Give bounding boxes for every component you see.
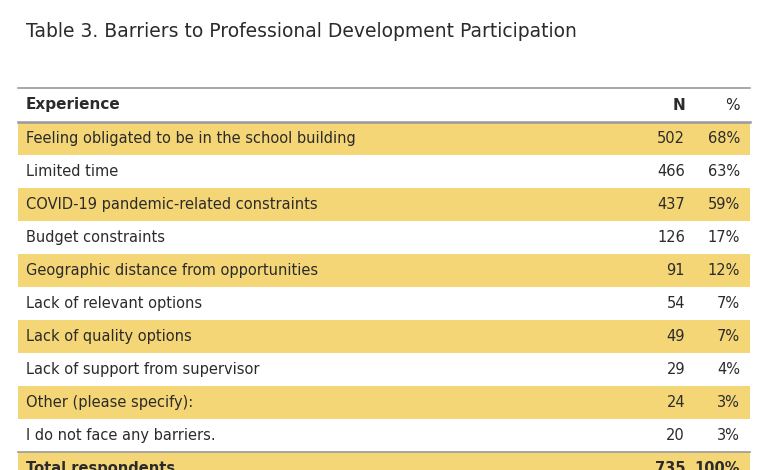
Bar — [18, 155, 750, 188]
Text: 502: 502 — [657, 131, 685, 146]
Text: 126: 126 — [657, 230, 685, 245]
Text: 20: 20 — [667, 428, 685, 443]
Text: Other (please specify):: Other (please specify): — [26, 395, 194, 410]
Text: 735: 735 — [654, 461, 685, 470]
Text: Geographic distance from opportunities: Geographic distance from opportunities — [26, 263, 318, 278]
Text: 3%: 3% — [717, 428, 740, 443]
Bar — [18, 452, 750, 470]
Text: I do not face any barriers.: I do not face any barriers. — [26, 428, 216, 443]
Text: Feeling obligated to be in the school building: Feeling obligated to be in the school bu… — [26, 131, 356, 146]
Bar — [18, 254, 750, 287]
Text: Total respondents: Total respondents — [26, 461, 175, 470]
Bar — [18, 386, 750, 419]
Bar — [18, 287, 750, 320]
Bar — [18, 221, 750, 254]
Text: 59%: 59% — [708, 197, 740, 212]
Text: Table 3. Barriers to Professional Development Participation: Table 3. Barriers to Professional Develo… — [26, 22, 577, 41]
Text: 100%: 100% — [694, 461, 740, 470]
Text: 7%: 7% — [717, 296, 740, 311]
Text: Lack of support from supervisor: Lack of support from supervisor — [26, 362, 260, 377]
Text: Experience: Experience — [26, 97, 121, 112]
Text: 3%: 3% — [717, 395, 740, 410]
Text: 24: 24 — [667, 395, 685, 410]
Text: 54: 54 — [667, 296, 685, 311]
Text: 12%: 12% — [707, 263, 740, 278]
Text: COVID-19 pandemic-related constraints: COVID-19 pandemic-related constraints — [26, 197, 318, 212]
Text: %: % — [725, 97, 740, 112]
Bar — [18, 122, 750, 155]
Bar — [18, 188, 750, 221]
Bar — [18, 88, 750, 122]
Text: 91: 91 — [667, 263, 685, 278]
Text: 49: 49 — [667, 329, 685, 344]
Text: 4%: 4% — [717, 362, 740, 377]
Bar — [18, 320, 750, 353]
Bar — [18, 353, 750, 386]
Text: Lack of relevant options: Lack of relevant options — [26, 296, 202, 311]
Text: 17%: 17% — [707, 230, 740, 245]
Text: Lack of quality options: Lack of quality options — [26, 329, 192, 344]
Text: 466: 466 — [657, 164, 685, 179]
Text: N: N — [672, 97, 685, 112]
Text: Limited time: Limited time — [26, 164, 118, 179]
Text: 29: 29 — [667, 362, 685, 377]
Text: 437: 437 — [657, 197, 685, 212]
Text: 7%: 7% — [717, 329, 740, 344]
Text: 68%: 68% — [708, 131, 740, 146]
Text: Budget constraints: Budget constraints — [26, 230, 165, 245]
Text: 63%: 63% — [708, 164, 740, 179]
Bar — [18, 419, 750, 452]
